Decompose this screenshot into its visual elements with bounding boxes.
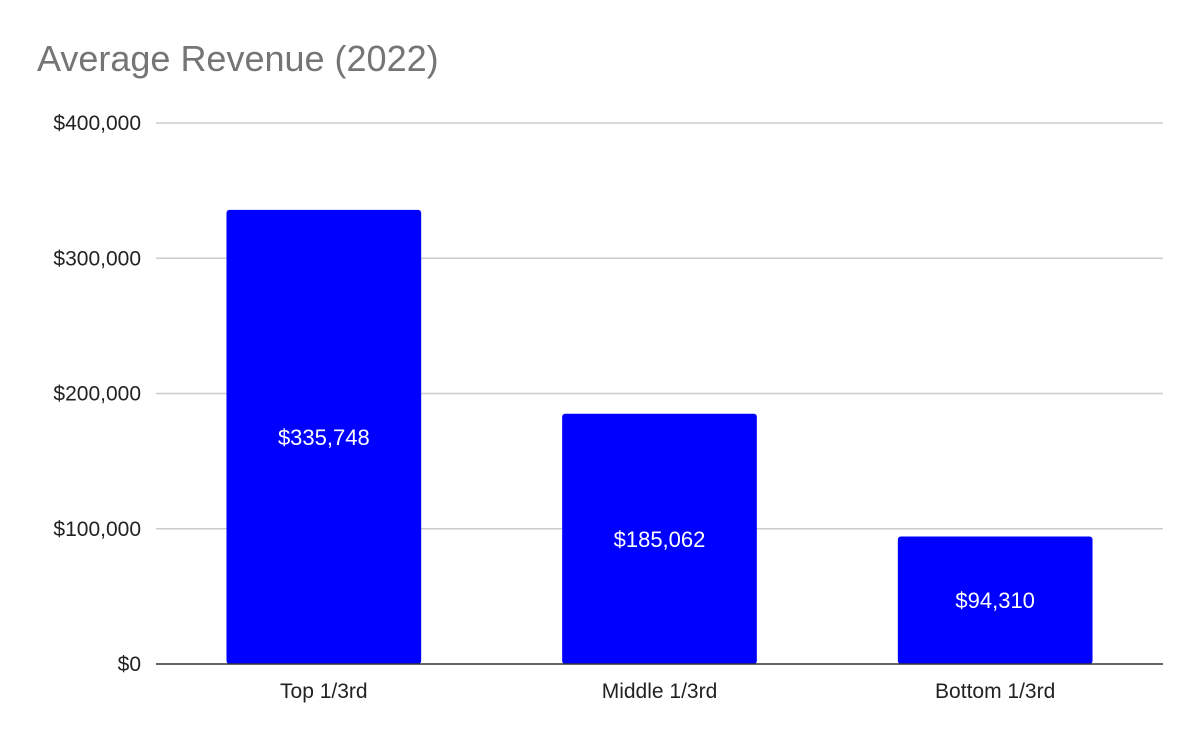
- x-tick-label: Top 1/3rd: [280, 680, 368, 703]
- y-axis-tick-labels: $0 $100,000 $200,000 $300,000 $400,000: [53, 112, 141, 676]
- data-label: $94,310: [955, 588, 1035, 613]
- y-tick-label: $0: [118, 653, 141, 676]
- x-tick-label: Bottom 1/3rd: [935, 680, 1055, 703]
- bar: [562, 413, 757, 664]
- bar: [897, 536, 1093, 664]
- y-tick-label: $300,000: [53, 247, 141, 270]
- bars: [226, 209, 1093, 665]
- chart-title: Average Revenue (2022): [37, 38, 439, 79]
- y-tick-label: $400,000: [53, 112, 141, 135]
- x-axis-tick-labels: Top 1/3rd Middle 1/3rd Bottom 1/3rd: [280, 680, 1055, 703]
- bar: [226, 209, 422, 665]
- y-tick-label: $200,000: [53, 383, 141, 406]
- y-tick-label: $100,000: [53, 518, 141, 541]
- data-labels: $335,748 $185,062 $94,310: [278, 425, 1035, 613]
- data-label: $185,062: [614, 527, 706, 552]
- data-label: $335,748: [278, 425, 370, 450]
- x-tick-label: Middle 1/3rd: [602, 680, 718, 703]
